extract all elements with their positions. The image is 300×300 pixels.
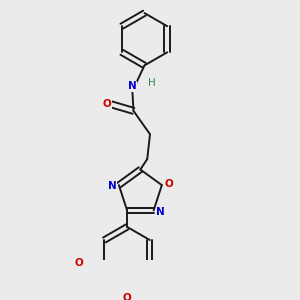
Text: O: O: [123, 293, 131, 300]
Text: O: O: [75, 258, 83, 268]
Text: N: N: [156, 207, 165, 217]
Text: N: N: [108, 182, 116, 191]
Text: H: H: [148, 78, 156, 88]
Text: O: O: [102, 99, 111, 109]
Text: O: O: [164, 179, 173, 189]
Text: N: N: [128, 81, 136, 91]
